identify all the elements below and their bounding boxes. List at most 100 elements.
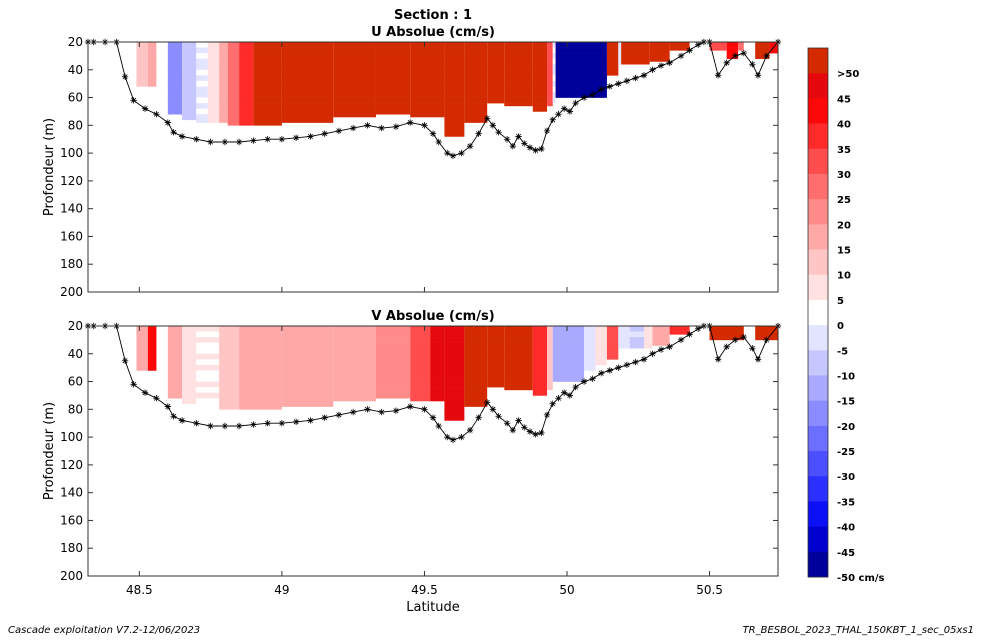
profile-marker	[623, 77, 631, 85]
heatmap-cell	[375, 103, 411, 109]
heatmap-cell	[207, 97, 220, 104]
heatmap-column	[532, 42, 548, 112]
heatmap-cell	[219, 97, 228, 104]
heatmap-cell	[444, 370, 465, 377]
heatmap-cell	[227, 103, 240, 109]
heatmap-cell	[239, 80, 254, 87]
heatmap-cell	[552, 370, 585, 377]
heatmap-cell	[136, 348, 148, 355]
axes-frame	[87, 325, 779, 577]
heatmap-cell	[136, 331, 148, 338]
heatmap-cell	[253, 114, 282, 121]
profile-marker	[686, 47, 693, 54]
heatmap-cell	[207, 103, 220, 109]
profile-marker	[221, 138, 229, 146]
heatmap-cell	[196, 353, 220, 360]
heatmap-cell	[629, 337, 644, 343]
profile-marker	[763, 336, 770, 344]
colorbar-frame	[807, 47, 829, 578]
heatmap-cell	[444, 86, 465, 93]
heatmap-cell	[147, 42, 157, 48]
heatmap-cell	[281, 326, 334, 332]
heatmap-cell	[196, 331, 220, 338]
heatmap-cell	[709, 331, 744, 338]
heatmap-column	[532, 326, 548, 396]
heatmap-cell	[167, 376, 183, 382]
heatmap-cell	[281, 80, 334, 87]
profile-marker	[649, 350, 656, 357]
heatmap-cell	[552, 359, 585, 366]
heatmap-cell	[219, 64, 228, 71]
heatmap-cell	[643, 337, 653, 343]
heatmap-cell	[147, 64, 157, 71]
heatmap-cell	[410, 348, 431, 355]
heatmap-cell	[606, 353, 619, 360]
heatmap-cell	[375, 392, 411, 399]
profile-marker	[632, 74, 639, 82]
heatmap-cell	[219, 47, 228, 54]
profile-marker	[598, 370, 605, 377]
heatmap-cell	[207, 69, 220, 76]
profile-marker	[141, 389, 149, 396]
colorbar-swatch	[808, 274, 828, 301]
heatmap-cell	[552, 337, 585, 343]
heatmap-cell	[444, 53, 465, 59]
heatmap-cell	[219, 359, 240, 366]
profile-marker	[560, 105, 568, 112]
heatmap-cell	[444, 342, 465, 349]
heatmap-cell	[239, 398, 282, 405]
heatmap-column	[584, 326, 596, 371]
heatmap-cell	[532, 97, 548, 104]
heatmap-cell	[738, 42, 744, 48]
heatmap-cell	[253, 47, 282, 54]
profile-marker	[732, 52, 739, 60]
heatmap-cell	[375, 376, 411, 382]
heatmap-cell	[487, 342, 505, 349]
heatmap-cell	[552, 353, 585, 360]
heatmap-cell	[584, 326, 596, 332]
heatmap-cell	[196, 359, 220, 366]
heatmap-cell	[487, 359, 505, 366]
panel-u: 20 40 60 80 100 120 140 160 180 200 U Absolue (cm/…	[42, 25, 782, 299]
heatmap-cell	[487, 326, 505, 332]
heatmap-cell	[253, 75, 282, 82]
heatmap-cell	[444, 359, 465, 366]
heatmap-cell	[147, 58, 157, 65]
heatmap-cell	[487, 337, 505, 343]
heatmap-cell	[375, 80, 411, 87]
profile-marker	[749, 345, 756, 352]
colorbar-label: 20	[837, 220, 851, 231]
heatmap-cell	[147, 331, 157, 338]
heatmap-cell	[444, 381, 465, 388]
heatmap-column	[606, 42, 619, 76]
colorbar-label: 5	[837, 296, 844, 307]
heatmap-cell	[281, 58, 334, 65]
heatmap-cell	[618, 47, 622, 54]
heatmap-cell	[239, 326, 282, 332]
heatmap-cell	[136, 53, 148, 59]
heatmap-cell	[253, 58, 282, 65]
heatmap-cell	[487, 92, 505, 98]
heatmap-cell	[444, 103, 465, 109]
heatmap-cell	[219, 364, 240, 371]
heatmap-cell	[239, 376, 282, 382]
heatmap-cell	[281, 370, 334, 377]
heatmap-cell	[532, 337, 548, 343]
profile-marker	[321, 130, 328, 137]
heatmap-cell	[375, 331, 411, 338]
heatmap-cell	[410, 97, 445, 104]
y-tick-label: 120	[60, 174, 83, 188]
heatmap-cell	[464, 326, 488, 332]
heatmap-column	[281, 326, 334, 407]
profile-marker	[723, 59, 730, 67]
heatmap-cell	[444, 47, 465, 54]
profile-marker	[723, 343, 730, 351]
heatmap-cell	[532, 64, 548, 71]
heatmap-cell	[430, 370, 445, 377]
heatmap-cell	[726, 42, 739, 48]
heatmap-cell	[504, 92, 533, 98]
profile-marker	[515, 417, 522, 424]
heatmap-cell	[643, 326, 653, 332]
x-tick-label: 50.5	[696, 583, 723, 597]
heatmap-cell	[147, 364, 157, 371]
